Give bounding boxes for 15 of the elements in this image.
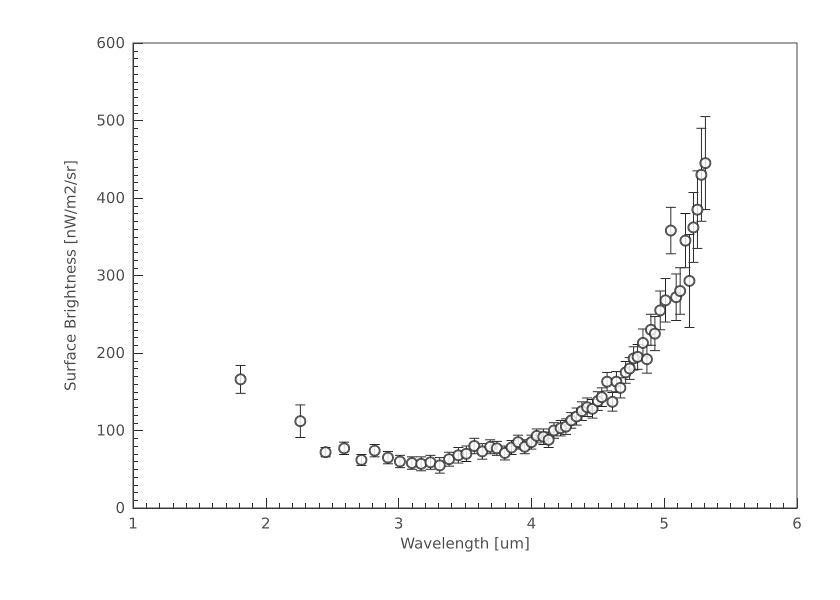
x-tick-label: 5 <box>659 514 669 532</box>
x-axis-title: Wavelength [um] <box>400 534 530 552</box>
y-tick-label: 300 <box>96 266 125 284</box>
x-tick-label: 3 <box>394 514 404 532</box>
y-tick-label: 0 <box>115 499 125 517</box>
x-tick-label: 2 <box>261 514 271 532</box>
y-tick-label: 100 <box>96 422 125 440</box>
x-tick-label: 1 <box>128 514 138 532</box>
y-tick-label: 500 <box>96 112 125 130</box>
x-tick-label: 4 <box>526 514 536 532</box>
y-tick-label: 600 <box>96 34 125 52</box>
y-tick-label: 400 <box>96 189 125 207</box>
y-axis-title: Surface Brightness [nW/m2/sr] <box>62 160 80 391</box>
y-tick-label: 200 <box>96 344 125 362</box>
x-tick-label: 6 <box>792 514 802 532</box>
